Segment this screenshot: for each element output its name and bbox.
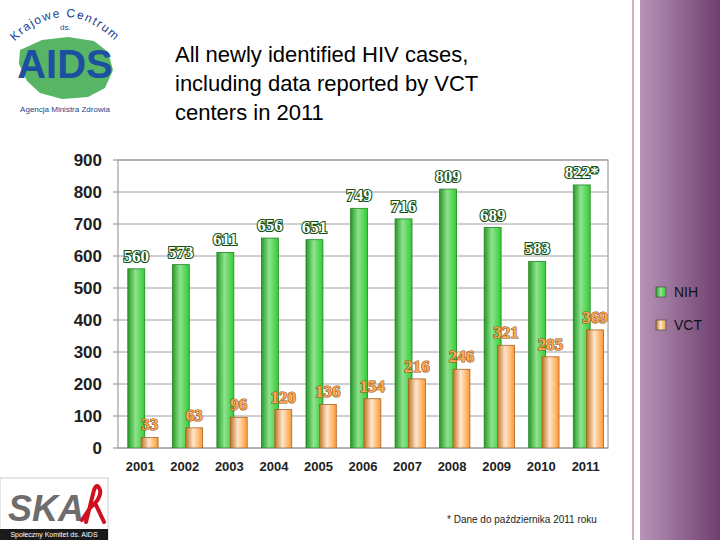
x-tick-label: 2011 — [572, 459, 600, 474]
legend-label: NIH — [674, 284, 698, 300]
y-tick — [113, 160, 118, 161]
logo-aids: AIDS — [17, 42, 113, 86]
y-tick — [113, 224, 118, 225]
data-label: 716 — [391, 197, 417, 216]
data-label: 120 — [271, 388, 297, 407]
data-label: 216 — [404, 357, 430, 376]
x-tick-label: 2008 — [438, 459, 467, 474]
y-tick-label: 400 — [74, 311, 102, 330]
y-tick-label: 800 — [74, 183, 102, 202]
side-line — [632, 0, 634, 540]
title-box: All newly identified HIV cases, includin… — [175, 40, 555, 140]
y-tick — [113, 288, 118, 289]
data-label: 809 — [435, 167, 461, 186]
data-label: 246 — [449, 347, 475, 366]
data-labels: 560 573 611 656 651 749 716 809 689 583 822* 33 63 96… — [124, 163, 608, 434]
bar — [319, 404, 336, 448]
data-label: 136 — [315, 382, 341, 401]
x-tick-label: 2007 — [393, 459, 422, 474]
legend-swatch — [656, 320, 666, 330]
x-tick-label: 2010 — [527, 459, 556, 474]
logo-ska-text: Społeczny Komitet ds. AIDS — [10, 531, 97, 539]
x-tick-label: 2005 — [304, 459, 333, 474]
plot-frame — [118, 160, 608, 448]
logo-bottom: SKA Społeczny Komitet ds. AIDS — [0, 478, 108, 540]
data-label: 689 — [480, 206, 506, 225]
bar — [542, 357, 559, 448]
data-label: 611 — [213, 230, 238, 249]
y-tick-label: 700 — [74, 215, 102, 234]
bar — [587, 330, 604, 448]
y-tick-label: 300 — [74, 343, 102, 362]
logo-ds: ds. — [60, 23, 71, 32]
logo-arc-text: Krajowe Centrum — [7, 6, 123, 44]
data-label: 560 — [124, 247, 150, 266]
x-tick-label: 2001 — [126, 459, 155, 474]
data-label: 369 — [582, 308, 608, 327]
bar — [141, 437, 158, 448]
logo-bottom-bg — [0, 478, 108, 540]
legend-swatch — [656, 287, 666, 297]
y-tick — [113, 352, 118, 353]
y-tick-label: 100 — [74, 407, 102, 426]
page: Krajowe Centrumds. AIDS Agencja Ministra Z… — [0, 0, 720, 540]
y-tick — [113, 192, 118, 193]
logo-strip — [0, 529, 108, 540]
y-tick — [113, 256, 118, 257]
data-label: 583 — [524, 239, 550, 258]
bar — [230, 417, 247, 448]
data-label: 63 — [186, 406, 203, 425]
bar — [275, 410, 292, 448]
x-tick-label: 2004 — [259, 459, 289, 474]
title: All newly identified HIV cases, includin… — [175, 40, 535, 127]
logo-ribbon — [82, 486, 104, 522]
x-tick-label: 2003 — [215, 459, 244, 474]
y-tick-label: 0 — [93, 439, 102, 458]
bar — [408, 379, 425, 448]
data-label: 96 — [230, 395, 247, 414]
y-tick — [113, 320, 118, 321]
bar — [364, 399, 381, 448]
x-tick-label: 2009 — [482, 459, 511, 474]
data-label: 573 — [168, 243, 194, 262]
data-label: 154 — [360, 377, 386, 396]
y-tick-label: 500 — [74, 279, 102, 298]
y-tick — [113, 384, 118, 385]
bar — [453, 369, 470, 448]
y-tick-label: 600 — [74, 247, 102, 266]
data-label: 651 — [302, 218, 328, 237]
data-label: 656 — [257, 216, 283, 235]
footnote: * Dane do października 2011 roku — [447, 514, 597, 525]
logo-ska: SKA — [8, 488, 84, 529]
data-label: 749 — [346, 186, 372, 205]
bar — [186, 428, 203, 448]
logo-arc-path: Krajowe Centrum — [7, 6, 123, 44]
bars — [128, 185, 604, 448]
x-tick-label: 2002 — [170, 459, 199, 474]
data-label: 321 — [493, 323, 519, 342]
data-label: 822* — [565, 163, 599, 182]
logo-agency: Agencja Ministra Zdrowia — [20, 105, 110, 114]
bar — [498, 345, 515, 448]
side-band — [640, 0, 720, 540]
logo-top: Krajowe Centrumds. AIDS Agencja Ministra Z… — [7, 6, 123, 114]
y-tick-label: 200 — [74, 375, 102, 394]
slide: Krajowe Centrumds. AIDS Agencja Ministra Z… — [0, 0, 720, 540]
y-tick-label: 900 — [74, 151, 102, 170]
legend: NIH VCT — [656, 284, 702, 333]
data-label: 285 — [538, 335, 564, 354]
y-tick — [113, 416, 118, 417]
data-label: 33 — [141, 415, 158, 434]
grid-line — [118, 160, 608, 161]
y-tick — [113, 448, 118, 449]
legend-label: VCT — [674, 317, 702, 333]
x-tick-label: 2006 — [349, 459, 378, 474]
